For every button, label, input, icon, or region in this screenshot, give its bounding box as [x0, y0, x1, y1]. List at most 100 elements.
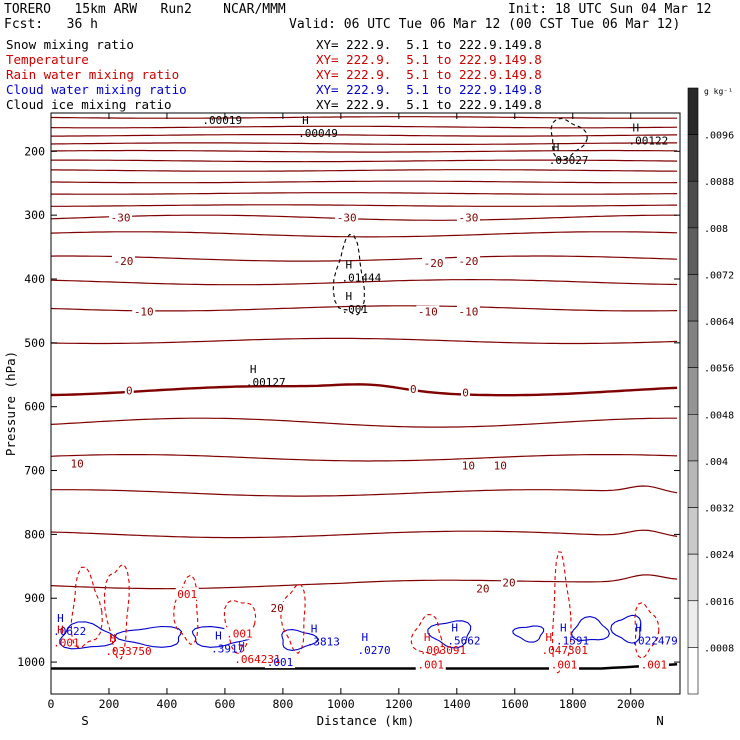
forecast-hour: Fcst: 36 h — [4, 17, 98, 32]
colorbar-swatch — [687, 460, 699, 508]
isotherm-line — [51, 529, 678, 539]
snow-ice-contour — [550, 117, 588, 161]
colorbar-label: .0024 — [704, 550, 734, 561]
rain-water-contour — [280, 583, 306, 654]
extremum-marker: H — [546, 631, 553, 644]
extremum-value: .064231 — [234, 653, 280, 666]
y-axis-label: Pressure (hPa) — [3, 351, 18, 456]
contour-label: 20 — [270, 602, 283, 615]
init-time: Init: 18 UTC Sun 04 Mar 12 — [508, 2, 712, 17]
isotherm-line — [51, 142, 678, 145]
xy-label-rain: XY= 222.9. 5.1 to 222.9.149.8 — [316, 67, 542, 82]
extremum-value: .0270 — [358, 644, 391, 657]
extremum-value: .001 — [53, 636, 79, 649]
contour-label-bg — [124, 384, 134, 397]
y-tick-label: 700 — [24, 464, 45, 478]
contour-label: -30 — [458, 212, 478, 225]
x-tick-label: 800 — [272, 697, 293, 711]
isotherm-line — [51, 417, 678, 428]
xy-label-cloud-ice: XY= 222.9. 5.1 to 222.9.149.8 — [316, 97, 542, 112]
rain-water-contour — [634, 602, 660, 659]
isotherm-line — [51, 279, 678, 286]
colorbar-label: .004 — [704, 457, 728, 468]
colorbar-label: .0096 — [704, 131, 734, 142]
contour-label-bg — [416, 305, 440, 318]
extremum-value: .001 — [342, 303, 369, 316]
colorbar-label: .0008 — [704, 643, 734, 654]
colorbar-swatch — [687, 134, 699, 182]
contour-label-bg — [408, 382, 418, 395]
contour-label: 0 — [462, 387, 469, 400]
colorbar-label: .0064 — [704, 317, 734, 328]
cloud-water-contour — [114, 625, 183, 648]
extremum-marker: H — [362, 631, 369, 644]
colorbar-swatch — [687, 553, 699, 602]
contour-label-bg — [132, 305, 156, 318]
contour-label-bg — [109, 211, 133, 224]
field-label-rain: Rain water mixing ratio — [6, 67, 180, 82]
rain-water-contour — [103, 564, 130, 660]
isotherm-line — [51, 180, 678, 184]
isotherm-line — [51, 116, 678, 119]
extremum-value: .00019 — [202, 114, 242, 127]
isotherm-line — [51, 574, 678, 590]
contour-label: -30 — [111, 212, 131, 225]
contour-label-bg — [111, 255, 135, 268]
extremum-value: .1591 — [556, 634, 589, 647]
contour-label: 10 — [494, 459, 507, 472]
extremum-value: .033750 — [105, 645, 151, 658]
isotherm-line — [51, 454, 678, 462]
extremum-marker: H — [302, 114, 309, 127]
xy-label-snow: XY= 222.9. 5.1 to 222.9.149.8 — [316, 37, 542, 52]
x-tick-label: 400 — [157, 697, 178, 711]
colorbar-label: .008 — [704, 224, 728, 235]
contour-label: -20 — [458, 255, 478, 268]
rain-water-contour — [173, 574, 199, 645]
isotherm-line — [51, 204, 678, 207]
x-axis-label: Distance (km) — [317, 713, 415, 728]
contour-label: -20 — [114, 255, 134, 268]
contour-label: 20 — [502, 576, 515, 589]
extremum-marker: H — [250, 363, 257, 376]
extremum-marker: H — [633, 121, 640, 134]
extremum-marker: H — [635, 621, 642, 634]
colorbar: .0096 .0088 .008 .0072 .0064 .0056 .0048 .004 .0… — [687, 87, 734, 695]
x-tick-label: 200 — [99, 697, 120, 711]
model-title: TORERO 15km ARW Run2 NCAR/MMM — [4, 2, 286, 17]
contour-label-bg — [456, 255, 480, 268]
contour-label-bg — [460, 459, 477, 472]
contour-label: .001 — [226, 627, 253, 640]
contour-label-bg — [456, 305, 480, 318]
extremum-marker: H — [346, 259, 353, 272]
contour-label-bg — [264, 656, 295, 669]
contour-label-bg — [461, 386, 471, 399]
extremum-marker: H — [553, 141, 560, 154]
extremum-marker: H — [238, 640, 245, 653]
snow-ice-contour — [332, 233, 365, 316]
field-label-snow: Snow mixing ratio — [6, 37, 134, 52]
contour-label: -10 — [458, 306, 478, 319]
colorbar-swatch — [687, 274, 699, 322]
x-tick-label: 1400 — [443, 697, 471, 711]
extremum-value: .5662 — [447, 634, 480, 647]
y-tick-label: 400 — [24, 272, 45, 286]
extremum-value: .00049 — [298, 127, 338, 140]
contour-label-bg — [175, 587, 199, 600]
xy-label-temperature: XY= 222.9. 5.1 to 222.9.149.8 — [316, 52, 542, 67]
extremum-marker: H — [57, 612, 64, 625]
colorbar-swatch — [687, 87, 699, 135]
colorbar-swatch — [687, 647, 699, 695]
x-tick-label: 1000 — [327, 697, 355, 711]
contour-label: 0 — [410, 383, 417, 396]
isotherm-line — [51, 485, 678, 497]
isotherm-line — [51, 305, 678, 312]
cloud-water-contour — [610, 614, 642, 644]
contour-label: -10 — [134, 306, 154, 319]
x-tick-label: 1200 — [385, 697, 413, 711]
extremum-value: .047301 — [542, 644, 588, 657]
colorbar-label: .0088 — [704, 177, 734, 188]
